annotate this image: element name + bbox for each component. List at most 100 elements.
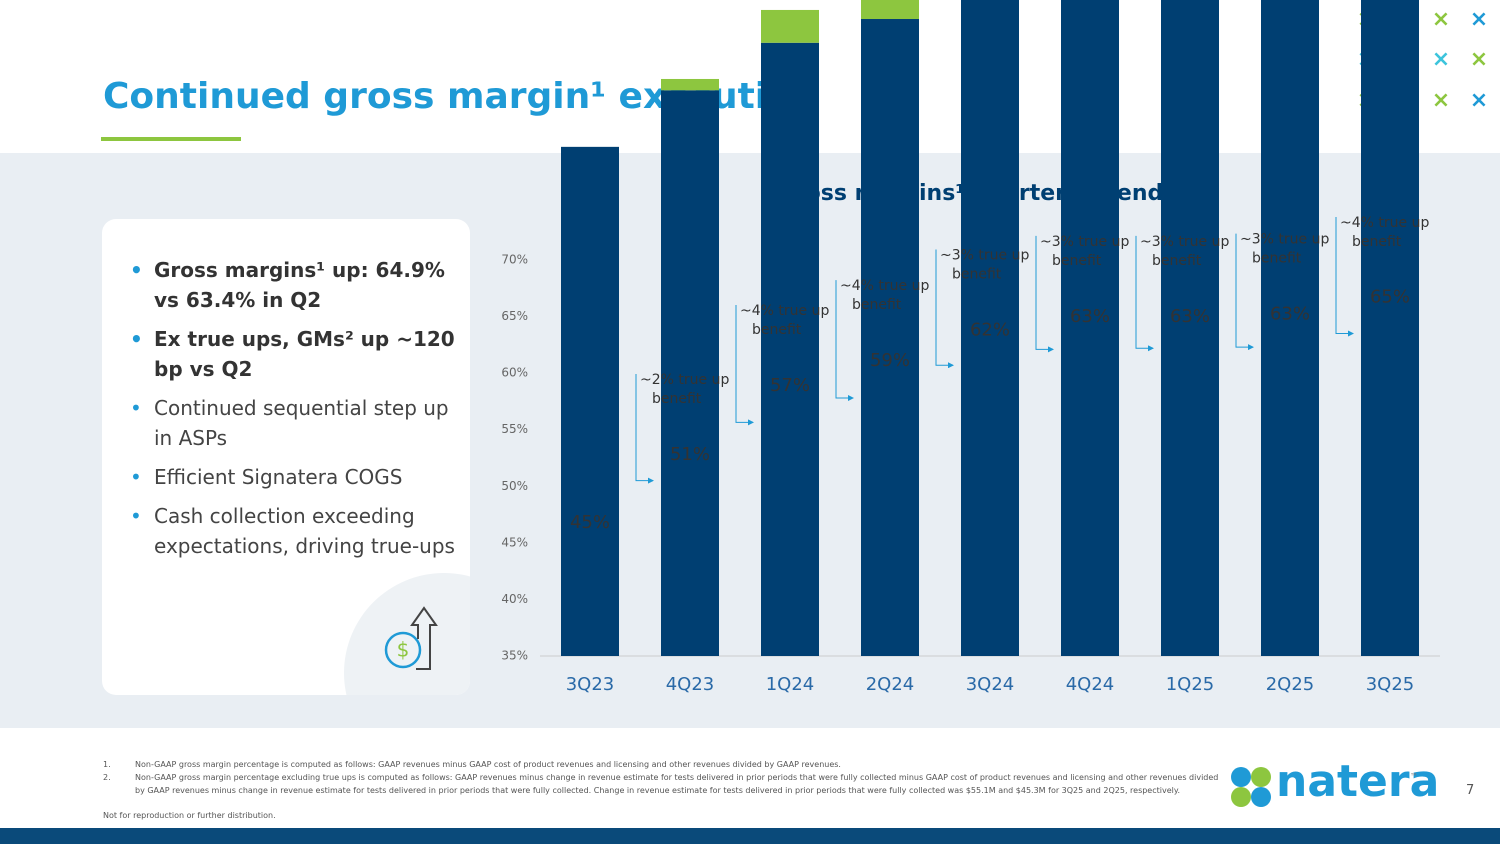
annotation: ~4% true up benefit xyxy=(1335,215,1429,337)
x-tick-label: 4Q24 xyxy=(1066,674,1115,695)
annotation: ~3% true up benefit xyxy=(1135,234,1229,352)
annotation: ~4% true up benefit xyxy=(735,303,829,426)
annotation-line: ~4% true up xyxy=(840,278,929,294)
annotation-leader xyxy=(1135,235,1154,352)
annotation: ~2% true up benefit xyxy=(635,372,729,484)
total-label: 63% xyxy=(1170,306,1210,327)
bar-segment xyxy=(1161,0,1219,656)
svg-text:×: × xyxy=(1432,47,1450,72)
y-tick-label: 65% xyxy=(501,309,528,323)
svg-text:×: × xyxy=(1470,7,1488,32)
y-tick-label: 55% xyxy=(501,422,528,436)
bullet: Ex true ups, GMs² up ~120 bp vs Q2 xyxy=(124,324,464,384)
x-tick-label: 3Q24 xyxy=(966,674,1015,695)
annotation-line: ~3% true up xyxy=(940,248,1029,264)
bar-segment xyxy=(1261,0,1319,656)
y-tick-label: 40% xyxy=(501,592,528,606)
svg-text:×: × xyxy=(1432,88,1450,113)
y-tick-label: 35% xyxy=(501,649,528,663)
annotation-line: benefit xyxy=(852,297,902,313)
logo-mark xyxy=(1231,767,1271,807)
bullet: Continued sequential step up in ASPs xyxy=(124,393,464,453)
dollar-icon: $ xyxy=(384,606,438,670)
y-tick-label: 60% xyxy=(501,366,528,380)
total-label: 63% xyxy=(1070,306,1110,327)
total-label: 45% xyxy=(570,512,610,533)
bar-segment xyxy=(561,146,619,656)
x-tick-label: 1Q24 xyxy=(766,674,815,695)
x-tick-label: 1Q25 xyxy=(1166,674,1215,695)
total-label: 51% xyxy=(670,444,710,465)
y-tick-label: 70% xyxy=(501,253,528,267)
bar-segment xyxy=(761,42,819,657)
footnote-number: 2. xyxy=(103,773,111,782)
bullet: Gross margins¹ up: 64.9% vs 63.4% in Q2 xyxy=(124,255,464,315)
total-label: 63% xyxy=(1270,304,1310,325)
chart: Gross margins¹ quarterly trend 35%40%45%… xyxy=(501,0,1440,695)
annotation-leader xyxy=(635,373,654,484)
bar-segment xyxy=(761,9,819,43)
x-tick-label: 4Q23 xyxy=(666,674,715,695)
bar-segment xyxy=(1061,0,1119,657)
disclaimer: Not for reproduction or further distribu… xyxy=(103,811,276,820)
annotation-leader xyxy=(935,249,954,369)
footnote-number: 1. xyxy=(103,760,111,769)
annotation: ~3% true up benefit xyxy=(1035,234,1129,353)
annotation-line: ~4% true up xyxy=(1340,215,1429,231)
annotation-line: benefit xyxy=(1252,251,1302,267)
bullet-list: Gross margins¹ up: 64.9% vs 63.4% in Q2 E… xyxy=(124,255,464,570)
bullet: Efficient Signatera COGS xyxy=(124,462,464,492)
svg-text:×: × xyxy=(1432,7,1450,32)
annotation-line: benefit xyxy=(952,267,1002,283)
svg-text:×: × xyxy=(1470,47,1488,72)
footnote: 1. Non-GAAP gross margin percentage is co… xyxy=(103,758,1228,771)
annotation-leader xyxy=(1235,233,1254,351)
brand: natera xyxy=(1276,756,1440,807)
total-label: 57% xyxy=(770,375,810,396)
annotation-line: benefit xyxy=(1352,234,1402,250)
bar-segment xyxy=(661,78,719,91)
annotation-line: ~2% true up xyxy=(640,372,729,388)
annotation-line: ~3% true up xyxy=(1040,234,1129,250)
annotation-leader xyxy=(1335,217,1354,337)
footnotes: 1. Non-GAAP gross margin percentage is co… xyxy=(103,758,1228,797)
bar-segment xyxy=(1361,0,1419,656)
annotation-leader xyxy=(1035,235,1054,353)
annotation: ~3% true up benefit xyxy=(1235,232,1329,351)
total-label: 59% xyxy=(870,350,910,371)
trademark: ™ xyxy=(1410,772,1418,781)
svg-text:$: $ xyxy=(397,638,410,662)
bar-segment xyxy=(861,19,919,656)
x-tick-label: 3Q25 xyxy=(1366,674,1415,695)
annotation: ~4% true up benefit xyxy=(835,278,929,402)
footnote-text: Non-GAAP gross margin percentage excludi… xyxy=(135,773,1219,795)
bar-segment xyxy=(661,90,719,657)
summary-card: $ Gross margins¹ up: 64.9% vs 63.4% in Q… xyxy=(102,219,470,695)
y-tick-label: 45% xyxy=(501,535,528,549)
bar-segment xyxy=(961,0,1019,656)
total-label: 62% xyxy=(970,320,1010,341)
annotation-line: benefit xyxy=(652,391,702,407)
annotation-line: ~3% true up xyxy=(1140,234,1229,250)
page-number: 7 xyxy=(1466,783,1475,798)
x-tick-label: 3Q23 xyxy=(566,674,615,695)
y-tick-label: 50% xyxy=(501,479,528,493)
footnote: 2. Non-GAAP gross margin percentage exclu… xyxy=(103,771,1228,797)
annotation-leader xyxy=(735,304,754,426)
svg-text:×: × xyxy=(1470,88,1488,113)
annotation-line: benefit xyxy=(752,322,802,338)
annotation-leader xyxy=(835,280,854,402)
annotation-line: ~3% true up xyxy=(1240,232,1329,248)
x-tick-label: 2Q24 xyxy=(866,674,915,695)
total-label: 65% xyxy=(1370,287,1410,308)
annotation-line: benefit xyxy=(1052,253,1102,269)
bar-segment xyxy=(861,0,919,20)
bullet: Cash collection exceeding expectations, … xyxy=(124,501,464,561)
bottom-bar xyxy=(0,828,1500,844)
title-underline xyxy=(101,137,241,141)
annotation: ~3% true up benefit xyxy=(935,248,1029,369)
x-tick-label: 2Q25 xyxy=(1266,674,1315,695)
footnote-text: Non-GAAP gross margin percentage is comp… xyxy=(135,760,841,769)
annotation-line: ~4% true up xyxy=(740,303,829,319)
